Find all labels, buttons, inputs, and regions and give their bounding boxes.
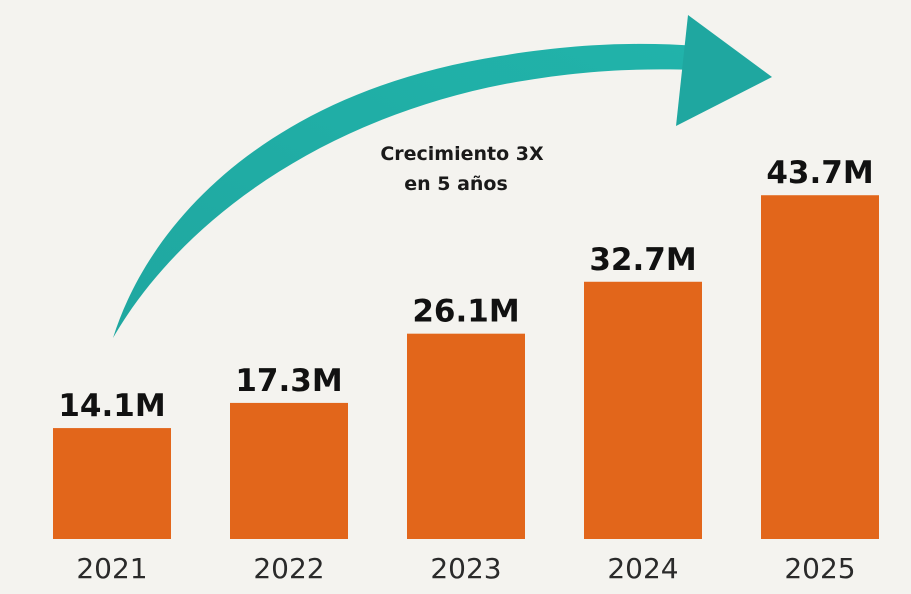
value-labels-layer: 14.1M 17.3M 26.1M 32.7M 43.7M — [58, 155, 873, 424]
value-label-2025: 43.7M — [766, 155, 873, 191]
value-label-2021: 14.1M — [58, 388, 165, 424]
value-label-2022: 17.3M — [235, 363, 342, 399]
bar-2025 — [761, 195, 879, 539]
bar-2022 — [230, 402, 348, 539]
growth-arrow — [113, 15, 772, 339]
arrow-head — [676, 15, 772, 126]
x-tick-label-2024: 2024 — [607, 552, 678, 585]
x-tick-label-2025: 2025 — [784, 552, 855, 585]
x-tick-label-2022: 2022 — [253, 552, 324, 585]
annotation-line-1: Crecimiento 3X — [380, 143, 544, 165]
value-label-2024: 32.7M — [589, 242, 696, 278]
bar-2023 — [407, 333, 525, 539]
annotation-line-2: en 5 años — [404, 173, 508, 195]
x-axis-labels: 2021 2022 2023 2024 2025 — [76, 552, 855, 585]
bar-2024 — [584, 281, 702, 539]
arrow-body — [113, 43, 698, 339]
bars-layer — [53, 195, 879, 539]
x-tick-label-2023: 2023 — [430, 552, 501, 585]
value-label-2023: 26.1M — [412, 294, 519, 330]
bar-2021 — [53, 428, 171, 539]
x-tick-label-2021: 2021 — [76, 552, 147, 585]
